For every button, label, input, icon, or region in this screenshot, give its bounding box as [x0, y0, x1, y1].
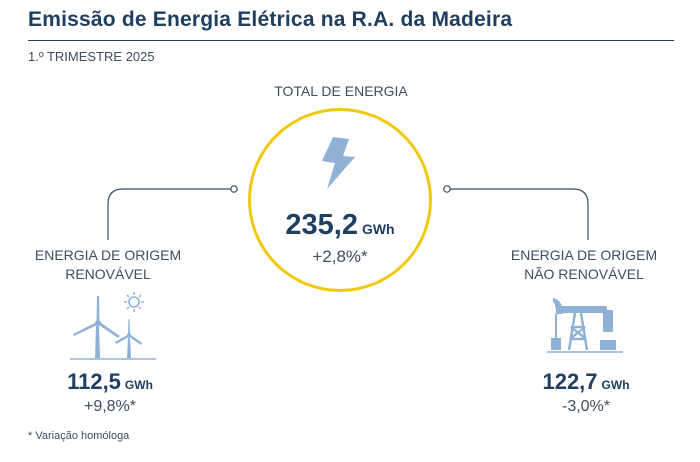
non-renewable-label: ENERGIA DE ORIGEM NÃO RENOVÁVEL [484, 246, 684, 284]
title-divider [28, 40, 674, 41]
non-renewable-change: -3,0%* [561, 398, 611, 415]
right-connector [448, 188, 589, 240]
renewable-change: +9,8%* [83, 398, 137, 415]
oil-pump-icon [547, 298, 623, 353]
non-renewable-label-line2: NÃO RENOVÁVEL [524, 266, 644, 282]
large-turbine [73, 296, 120, 358]
sun-icon [124, 292, 144, 312]
renewable-label: ENERGIA DE ORIGEM RENOVÁVEL [8, 246, 208, 284]
left-connector-dot [230, 185, 238, 193]
lightning-bolt-icon [322, 137, 355, 189]
non-renewable-value: 122,7 GWh [496, 369, 676, 395]
renewable-label-line2: RENOVÁVEL [65, 266, 151, 282]
small-turbine [115, 319, 142, 358]
walking-beam [559, 306, 607, 313]
renewable-value: 112,5 GWh [20, 369, 200, 395]
non-renewable-number: 122,7 [542, 369, 598, 394]
renewable-label-line1: ENERGIA DE ORIGEM [34, 247, 182, 263]
total-energy-circle [248, 108, 432, 292]
pump-rod [555, 314, 557, 338]
wind-turbine-sun-icon [70, 292, 156, 360]
non-renewable-label-line1: ENERGIA DE ORIGEM [510, 247, 658, 263]
total-energy-number: 235,2 [285, 209, 358, 241]
non-renewable-unit: GWh [601, 378, 630, 392]
total-energy-value: 235,2 GWh [248, 209, 432, 242]
horse-head [553, 298, 563, 314]
page-title: Emissão de Energia Elétrica na R.A. da M… [28, 8, 513, 31]
right-connector-dot [443, 185, 451, 193]
page-subtitle: 1.º TRIMESTRE 2025 [28, 49, 155, 64]
renewable-number: 112,5 [67, 369, 121, 394]
total-energy-change: +2,8%* [312, 247, 368, 266]
counterweight [603, 310, 613, 332]
wellhead [551, 338, 561, 350]
left-connector [107, 188, 233, 240]
total-energy-unit: GWh [361, 221, 395, 237]
motor-base [600, 340, 616, 350]
footnote: * Variação homóloga [28, 430, 130, 442]
renewable-unit: GWh [124, 378, 153, 392]
total-energy-label: TOTAL DE ENERGIA [274, 83, 408, 99]
